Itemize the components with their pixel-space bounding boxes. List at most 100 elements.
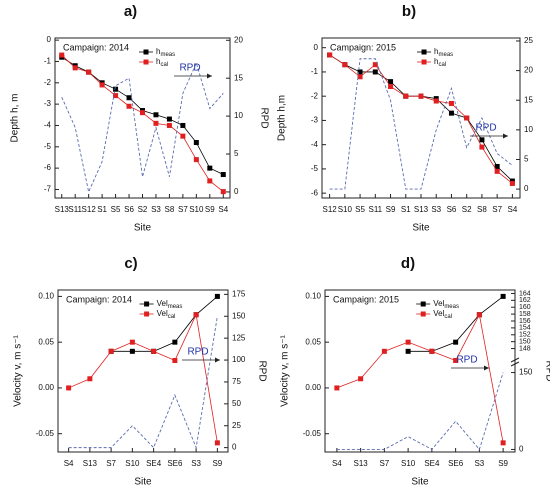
point — [87, 376, 93, 382]
legend-marker — [144, 301, 150, 307]
point — [166, 122, 172, 128]
rpd-arrowhead — [215, 357, 220, 363]
y-tick-label: 0.05 — [305, 337, 321, 346]
y2-tick-label: 0 — [234, 187, 239, 196]
y-tick-label: -5 — [311, 164, 319, 173]
y-tick-label: -2 — [44, 78, 52, 87]
plot-frame — [324, 289, 516, 453]
campaign-label: Campaign: 2015 — [330, 42, 396, 52]
legend-sub: cal — [168, 314, 176, 320]
x-tick-label: S8 — [477, 205, 487, 214]
y-tick-label: -7 — [44, 185, 52, 194]
y-tick-label: 0.00 — [305, 383, 321, 392]
x-tick-label: S5 — [355, 205, 365, 214]
x-axis-label: Site — [412, 223, 430, 234]
point — [342, 62, 348, 68]
y2-axis-label: RPD — [548, 107, 550, 128]
y2-tick-label: 152 — [519, 332, 531, 339]
y-tick-label: -2 — [311, 91, 319, 100]
rpd-arrowhead — [207, 73, 212, 79]
x-tick-label: S10 — [401, 459, 416, 468]
x-tick-label: S13 — [55, 205, 70, 214]
point — [405, 348, 411, 354]
legend-name: h — [156, 57, 160, 66]
y2-tick-label: 0 — [519, 445, 524, 454]
x-tick-label: S5 — [111, 205, 121, 214]
x-tick-label: S13 — [354, 459, 369, 468]
y2-tick-label: 158 — [519, 311, 531, 318]
legend-sub: cal — [160, 62, 168, 68]
x-tick-label: S9 — [386, 205, 396, 214]
point — [372, 62, 378, 68]
x-tick-label: S13 — [414, 205, 429, 214]
y2-tick-label: 162 — [519, 297, 531, 304]
x-tick-label: S7 — [178, 205, 188, 214]
point — [99, 82, 105, 88]
series-line — [68, 316, 218, 450]
point — [193, 140, 199, 146]
y-tick-label: -6 — [44, 163, 52, 172]
y2-tick-label: 150 — [232, 311, 246, 320]
campaign-label: Campaign: 2014 — [66, 294, 132, 304]
point — [448, 110, 454, 116]
point — [193, 157, 199, 163]
y2-tick-label: 5 — [234, 149, 239, 158]
y2-tick-label: 20 — [234, 35, 243, 44]
point — [153, 112, 159, 118]
y2-tick-label: 75 — [232, 377, 241, 386]
point — [500, 293, 506, 299]
point — [108, 348, 114, 354]
x-tick-label: S4 — [218, 205, 228, 214]
x-tick-label: S12 — [322, 205, 337, 214]
point — [403, 93, 409, 99]
x-tick-label: SE4 — [424, 459, 440, 468]
point — [166, 116, 172, 122]
y-tick-label: -5 — [44, 142, 52, 151]
y2-tick-label: 20 — [524, 66, 533, 75]
x-tick-label: S2 — [138, 205, 148, 214]
x-tick-label: S6 — [124, 205, 134, 214]
y-tick-label: -1 — [44, 57, 52, 66]
x-tick-label: S10 — [189, 205, 204, 214]
series-line — [61, 61, 224, 194]
point — [448, 100, 454, 106]
x-tick-label: S7 — [106, 459, 116, 468]
rpd-arrowhead — [484, 365, 489, 371]
series-line — [61, 54, 224, 192]
point — [140, 110, 145, 116]
point — [372, 69, 378, 75]
x-tick-label: S10 — [338, 205, 353, 214]
y-tick-label: -0.05 — [303, 429, 322, 438]
legend-label: Velmeas — [433, 299, 459, 309]
y2-axis-label: RPD — [543, 360, 550, 381]
point — [153, 120, 159, 126]
y2-tick-label: 148 — [519, 345, 531, 352]
point — [357, 69, 363, 75]
y-axis-label: Velocity v, m s⁻¹ — [13, 334, 24, 406]
legend-label: Velcal — [157, 309, 176, 319]
x-tick-label: S1 — [97, 205, 107, 214]
y2-tick-label: 150 — [519, 339, 531, 346]
point — [327, 52, 333, 58]
x-tick-label: S9 — [498, 459, 508, 468]
y-tick-label: -4 — [311, 140, 319, 149]
y-axis-label: Velocity v, m s⁻¹ — [280, 334, 291, 406]
point — [494, 168, 500, 174]
legend-label: hcal — [434, 57, 446, 67]
x-tick-label: S3 — [431, 205, 441, 214]
point — [151, 348, 157, 354]
point — [334, 385, 340, 391]
y2-tick-label: 10 — [234, 111, 243, 120]
point — [476, 312, 482, 318]
x-tick-label: SE6 — [448, 459, 464, 468]
series-line — [61, 56, 224, 175]
y2-axis-label: RPD — [256, 360, 267, 381]
legend-name: h — [434, 47, 438, 56]
point — [433, 98, 439, 104]
point — [172, 339, 178, 345]
point — [453, 339, 459, 345]
x-tick-label: S7 — [379, 459, 389, 468]
x-tick-label: S3 — [151, 205, 161, 214]
point — [126, 103, 132, 109]
series-line — [68, 313, 218, 443]
